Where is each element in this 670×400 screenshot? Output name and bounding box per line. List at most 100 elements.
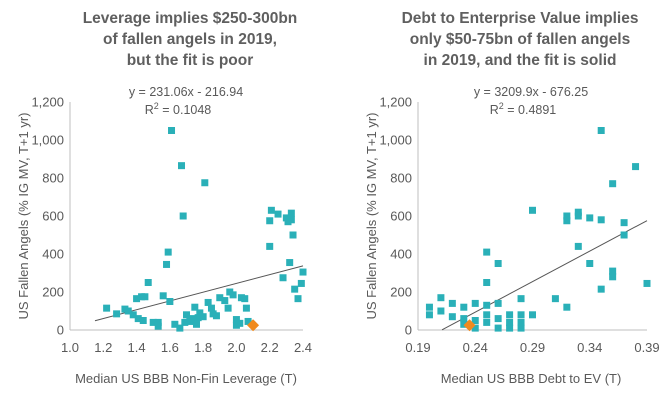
right-data-point xyxy=(517,295,525,303)
left-data-point xyxy=(178,162,186,170)
right-data-point xyxy=(448,299,456,307)
left-data-point xyxy=(287,216,295,224)
right-x-tick-label: 0.19 xyxy=(405,340,430,355)
left-data-point xyxy=(103,304,111,312)
right-y-tick-label: 1,000 xyxy=(379,133,412,148)
right-data-point xyxy=(551,295,559,303)
left-data-point xyxy=(179,212,187,220)
left-y-tick-label: 200 xyxy=(42,285,64,300)
left-x-tick-label: 1.8 xyxy=(194,340,212,355)
left-r-squared: R2 = 0.1048 xyxy=(145,101,212,117)
left-data-point xyxy=(201,179,209,187)
left-data-point xyxy=(244,317,252,325)
right-data-point xyxy=(460,320,468,328)
right-y-tick-label: 200 xyxy=(390,285,412,300)
left-data-point xyxy=(294,295,302,303)
left-data-point xyxy=(212,312,220,320)
left-y-tick-label: 1,200 xyxy=(31,95,64,110)
right-data-point xyxy=(620,231,628,239)
left-y-tick-label: 1,000 xyxy=(31,133,64,148)
left-data-point xyxy=(133,295,141,303)
right-data-point xyxy=(586,214,594,222)
left-x-tick-label: 1.2 xyxy=(94,340,112,355)
right-data-point xyxy=(609,273,617,281)
left-data-point xyxy=(164,248,172,256)
right-x-axis-label: Median US BBB Debt to EV (T) xyxy=(441,371,622,386)
left-y-axis-label: US Fallen Angels (% IG MV, T+1 yr) xyxy=(16,113,31,320)
right-data-point xyxy=(620,219,628,227)
right-highlight-point xyxy=(463,319,476,332)
left-data-point xyxy=(286,259,294,267)
left-data-point xyxy=(192,320,200,328)
right-title-line-3: in 2019, and the fit is solid xyxy=(423,52,617,69)
right-data-point xyxy=(471,317,479,324)
right-data-point xyxy=(597,216,605,224)
left-data-point xyxy=(171,320,179,328)
left-data-point xyxy=(168,127,176,134)
right-data-point xyxy=(448,313,456,321)
right-trend-equation: y = 3209.9x - 676.25 xyxy=(474,85,588,99)
left-data-point xyxy=(159,292,167,300)
right-data-point xyxy=(460,315,468,323)
right-data-point xyxy=(425,311,433,319)
left-data-point xyxy=(163,260,171,268)
left-x-tick-label: 2.4 xyxy=(294,340,312,355)
left-data-point xyxy=(176,324,184,332)
right-data-point xyxy=(529,206,536,214)
left-x-tick-label: 1.6 xyxy=(161,340,179,355)
right-y-tick-label: 0 xyxy=(405,323,412,338)
left-data-point xyxy=(141,293,149,301)
right-data-point xyxy=(643,279,651,287)
left-data-point xyxy=(196,309,204,317)
right-data-point xyxy=(483,301,491,309)
right-data-point xyxy=(494,260,502,267)
left-x-tick-label: 1.0 xyxy=(61,340,79,355)
right-data-point xyxy=(574,242,582,250)
right-y-axis-label: US Fallen Angels (% IG MV, T+1 yr) xyxy=(364,113,379,320)
left-data-point xyxy=(113,310,121,318)
left-data-point xyxy=(279,274,287,282)
left-y-tick-label: 800 xyxy=(42,171,64,186)
right-data-point xyxy=(437,307,445,315)
left-data-point xyxy=(139,317,147,324)
left-data-point xyxy=(229,291,237,299)
left-data-point xyxy=(129,311,137,319)
left-data-point xyxy=(266,217,274,225)
left-data-point xyxy=(289,231,297,239)
left-data-point xyxy=(191,303,199,311)
left-x-axis-label: Median US BBB Non-Fin Leverage (T) xyxy=(75,371,297,386)
left-data-point xyxy=(224,304,232,312)
right-r-squared: R2 = 0.4891 xyxy=(490,101,557,117)
left-data-point xyxy=(266,242,274,250)
left-data-point xyxy=(166,298,174,305)
left-data-point xyxy=(134,315,142,323)
left-data-point xyxy=(199,313,207,321)
right-title-line-1: Debt to Enterprise Value implies xyxy=(401,10,639,27)
left-data-point xyxy=(299,268,307,276)
right-data-point xyxy=(597,127,605,134)
right-data-point xyxy=(574,208,582,216)
left-y-tick-label: 600 xyxy=(42,209,64,224)
left-data-point xyxy=(194,314,202,322)
left-data-point xyxy=(124,307,132,315)
right-y-tick-label: 600 xyxy=(390,209,412,224)
right-trendline xyxy=(441,220,648,331)
left-data-point xyxy=(207,304,215,312)
left-data-point xyxy=(204,298,212,306)
left-data-point xyxy=(291,285,299,293)
right-data-point xyxy=(483,279,491,286)
left-data-point xyxy=(232,316,240,324)
right-data-point xyxy=(506,311,514,319)
left-data-point xyxy=(287,209,295,217)
right-chart-title: Debt to Enterprise Value implies only $5… xyxy=(375,8,665,71)
right-data-point xyxy=(506,318,514,326)
left-title-line-2: of fallen angels in 2019, xyxy=(102,31,277,48)
right-data-point xyxy=(494,299,502,307)
right-data-point xyxy=(586,260,594,267)
left-x-tick-label: 2.0 xyxy=(227,340,245,355)
right-title-line-2: only $50-75bn of fallen angels xyxy=(409,31,631,48)
right-data-point xyxy=(563,212,571,220)
right-data-point xyxy=(483,248,491,256)
left-data-point xyxy=(154,322,162,330)
right-data-point xyxy=(517,324,525,332)
